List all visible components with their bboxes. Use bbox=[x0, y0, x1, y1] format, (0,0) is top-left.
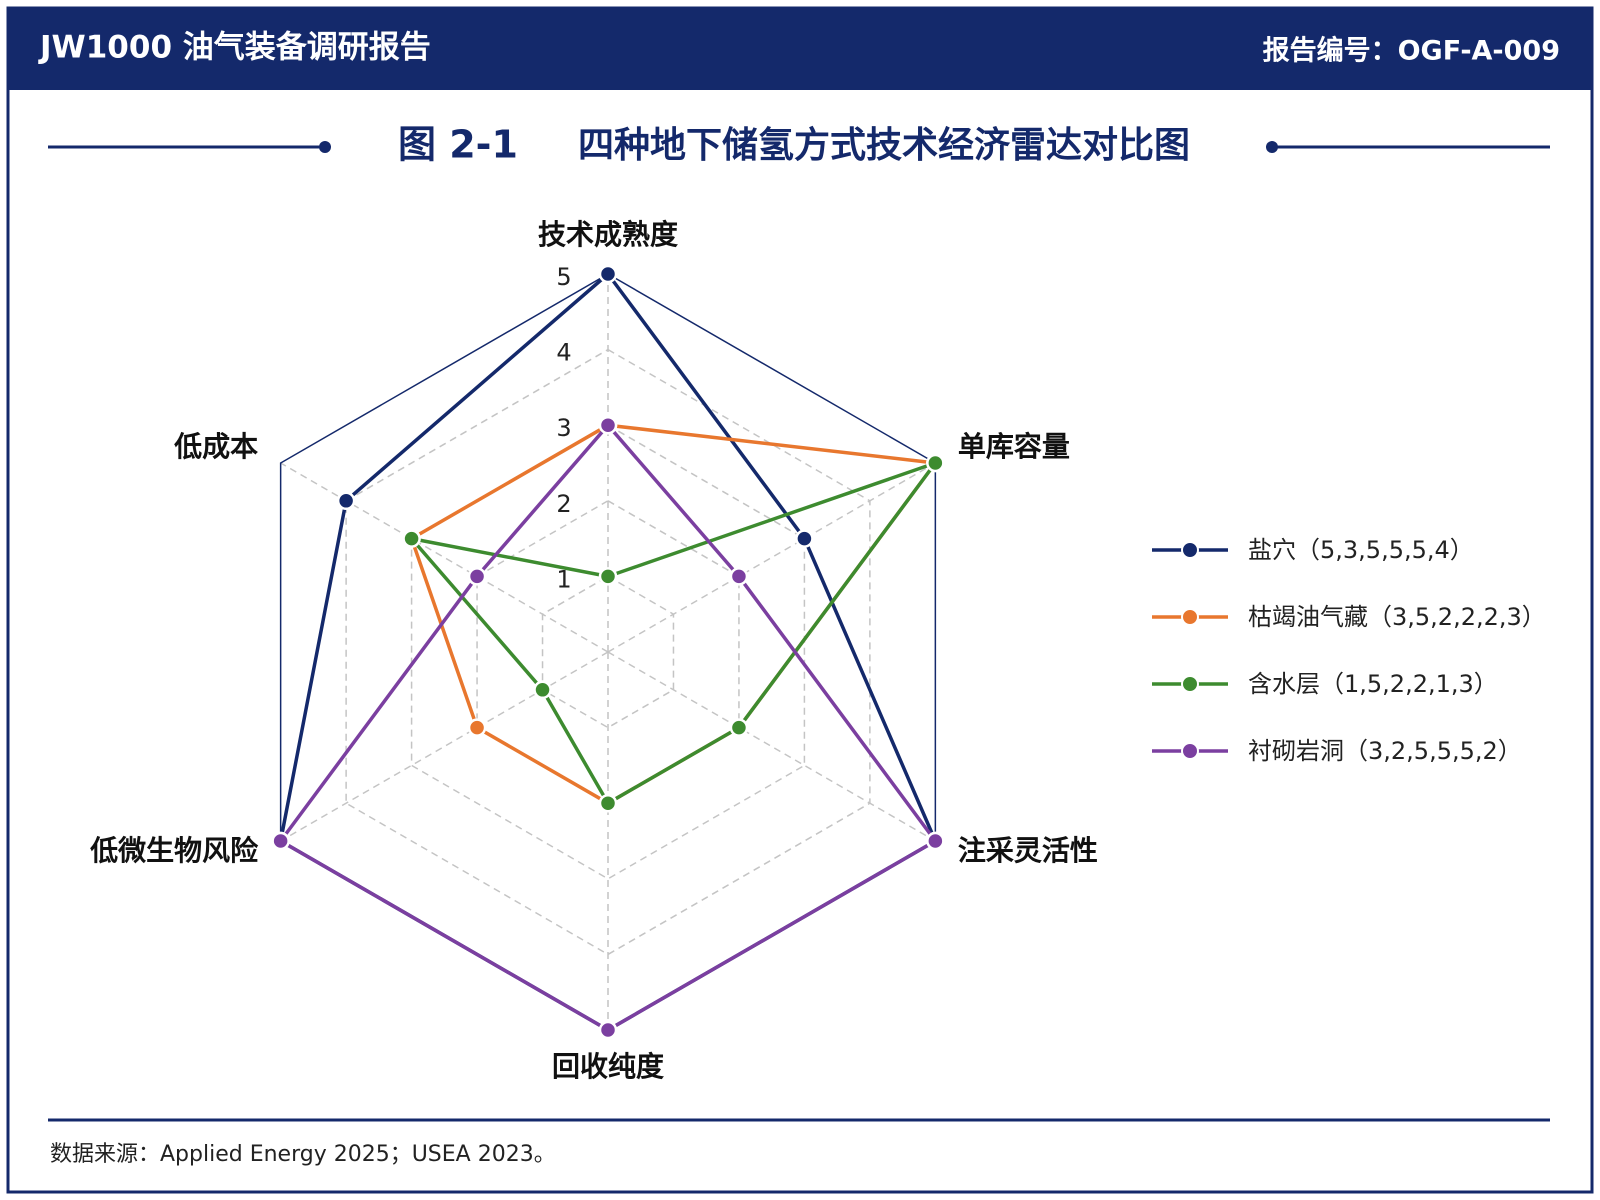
axis-label: 单库容量 bbox=[958, 430, 1070, 463]
data-point bbox=[795, 529, 814, 548]
legend-marker bbox=[1181, 675, 1199, 693]
axis-label: 回收纯度 bbox=[552, 1050, 664, 1083]
radial-tick-label: 5 bbox=[556, 263, 571, 291]
spoke bbox=[607, 462, 936, 653]
spoke bbox=[280, 462, 609, 653]
title-rule-dot bbox=[319, 141, 331, 153]
chart-title: 四种地下储氢方式技术经济雷达对比图 bbox=[578, 125, 1190, 166]
axis-label: 注采灵活性 bbox=[958, 834, 1098, 867]
axis-label: 技术成熟度 bbox=[538, 218, 678, 251]
data-point bbox=[729, 718, 749, 737]
header-title: JW1000 油气装备调研报告 bbox=[38, 30, 431, 66]
page-border bbox=[6, 6, 1594, 1194]
spoke bbox=[280, 651, 609, 842]
header-bar bbox=[8, 8, 1592, 90]
radial-tick-label: 4 bbox=[556, 339, 571, 367]
axis-label: 低成本 bbox=[173, 430, 258, 463]
data-point bbox=[598, 264, 618, 284]
legend-label: 衬砌岩洞（3,2,5,5,5,2） bbox=[1248, 737, 1522, 765]
data-point bbox=[598, 415, 618, 435]
spoke bbox=[607, 651, 936, 842]
data-point bbox=[467, 567, 487, 586]
data-point bbox=[533, 680, 552, 700]
radial-tick-label: 3 bbox=[556, 414, 571, 442]
report-number: 报告编号：OGF-A-009 bbox=[1263, 35, 1560, 67]
data-point bbox=[271, 831, 290, 851]
data-point bbox=[467, 718, 487, 737]
grid-ring bbox=[541, 575, 675, 729]
legend-label: 枯竭油气藏（3,5,2,2,2,3） bbox=[1248, 603, 1546, 631]
figure-label: 图 2-1 bbox=[398, 123, 518, 167]
axis-label: 低微生物风险 bbox=[89, 834, 259, 867]
legend-label: 盐穴（5,3,5,5,5,4） bbox=[1248, 536, 1474, 564]
data-point bbox=[926, 831, 945, 851]
radial-tick-label: 1 bbox=[556, 565, 571, 593]
data-point bbox=[402, 529, 421, 548]
legend-marker bbox=[1181, 541, 1199, 559]
legend-marker bbox=[1181, 608, 1199, 626]
data-point bbox=[336, 491, 356, 511]
data-point bbox=[926, 453, 945, 473]
data-point bbox=[598, 1020, 618, 1040]
data-point bbox=[598, 567, 618, 586]
legend-marker bbox=[1181, 742, 1199, 760]
radial-tick-label: 2 bbox=[556, 490, 571, 518]
source-note: 数据来源：Applied Energy 2025；USEA 2023。 bbox=[50, 1142, 556, 1167]
data-point bbox=[729, 567, 749, 586]
data-point bbox=[598, 793, 618, 813]
legend-label: 含水层（1,5,2,2,1,3） bbox=[1248, 670, 1498, 698]
title-rule-dot bbox=[1266, 141, 1278, 153]
